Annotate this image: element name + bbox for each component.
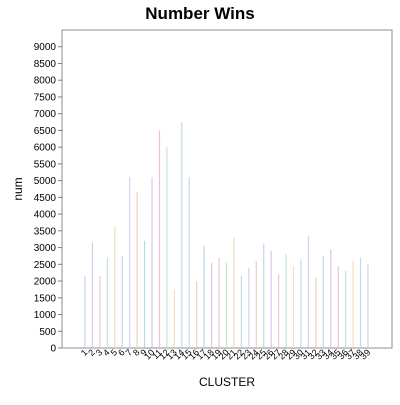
y-tick-label: 8500 bbox=[34, 59, 57, 70]
y-tick-label: 6500 bbox=[34, 126, 57, 137]
bars bbox=[84, 122, 369, 348]
bar bbox=[114, 225, 116, 348]
y-tick-label: 7000 bbox=[34, 109, 57, 120]
bar bbox=[278, 274, 280, 348]
y-tick-label: 7500 bbox=[34, 92, 57, 103]
bar bbox=[307, 235, 310, 348]
bar bbox=[151, 177, 153, 348]
bar bbox=[203, 245, 205, 348]
bar bbox=[188, 177, 190, 348]
y-tick-label: 8000 bbox=[34, 76, 57, 87]
bar bbox=[233, 237, 235, 348]
bar bbox=[263, 244, 265, 348]
bar bbox=[218, 257, 220, 348]
y-tick-label: 2000 bbox=[34, 277, 57, 288]
bar bbox=[129, 177, 131, 348]
bar bbox=[211, 262, 213, 348]
y-tick-label: 1000 bbox=[34, 310, 57, 321]
bar bbox=[91, 242, 94, 348]
bar bbox=[352, 260, 354, 348]
y-tick-label: 2500 bbox=[34, 260, 57, 271]
y-tick-label: 5500 bbox=[34, 159, 57, 170]
bar bbox=[367, 264, 369, 348]
y-tick-label: 3000 bbox=[34, 243, 57, 254]
x-tick-label: 1 bbox=[79, 347, 90, 358]
y-tick-label: 500 bbox=[39, 327, 56, 338]
x-tick-label: 3 bbox=[94, 347, 105, 358]
bar bbox=[106, 257, 108, 348]
y-tick-label: 4000 bbox=[34, 210, 57, 221]
bar bbox=[225, 262, 228, 348]
bar bbox=[292, 265, 295, 348]
chart-title: Number Wins bbox=[145, 4, 254, 23]
bar bbox=[173, 289, 175, 348]
y-axis-label: num bbox=[11, 177, 25, 200]
bar bbox=[136, 192, 138, 348]
bar bbox=[330, 249, 332, 348]
bar bbox=[315, 277, 317, 348]
y-tick-label: 3500 bbox=[34, 226, 57, 237]
bar bbox=[121, 255, 123, 348]
bar bbox=[143, 240, 146, 348]
bar bbox=[166, 147, 168, 348]
y-tick-label: 1500 bbox=[34, 293, 57, 304]
bar bbox=[359, 257, 362, 348]
bar bbox=[345, 271, 347, 348]
bar bbox=[240, 276, 242, 348]
y-tick-label: 0 bbox=[50, 344, 56, 355]
x-tick-label: 2 bbox=[86, 347, 97, 358]
x-tick-label: 8 bbox=[131, 347, 142, 358]
bar bbox=[181, 122, 183, 348]
bar bbox=[337, 265, 339, 348]
bar bbox=[84, 276, 86, 348]
y-axis: 0 500 1000 1500 2000 2500 3000 3500 4000 4500 5000… bbox=[34, 42, 62, 355]
bar bbox=[270, 250, 272, 348]
y-tick-label: 4500 bbox=[34, 193, 57, 204]
y-tick-label: 5000 bbox=[34, 176, 57, 187]
bar bbox=[255, 260, 257, 348]
bar bbox=[300, 259, 302, 348]
bar bbox=[285, 254, 287, 348]
x-tick-label: 6 bbox=[116, 347, 127, 358]
bar bbox=[196, 281, 198, 348]
x-axis-label: CLUSTER bbox=[199, 375, 255, 389]
x-tick-label: 4 bbox=[101, 347, 112, 358]
x-tick-label: 9 bbox=[138, 347, 149, 358]
x-tick-label: 5 bbox=[109, 347, 120, 358]
bar bbox=[158, 130, 161, 348]
bar bbox=[322, 255, 324, 348]
x-axis: 1234567891011121314151617181920212223242… bbox=[79, 347, 373, 361]
bar bbox=[99, 276, 101, 348]
y-tick-label: 9000 bbox=[34, 42, 57, 53]
bar bbox=[248, 267, 250, 348]
y-tick-label: 6000 bbox=[34, 143, 57, 154]
x-tick-label: 7 bbox=[123, 347, 134, 358]
